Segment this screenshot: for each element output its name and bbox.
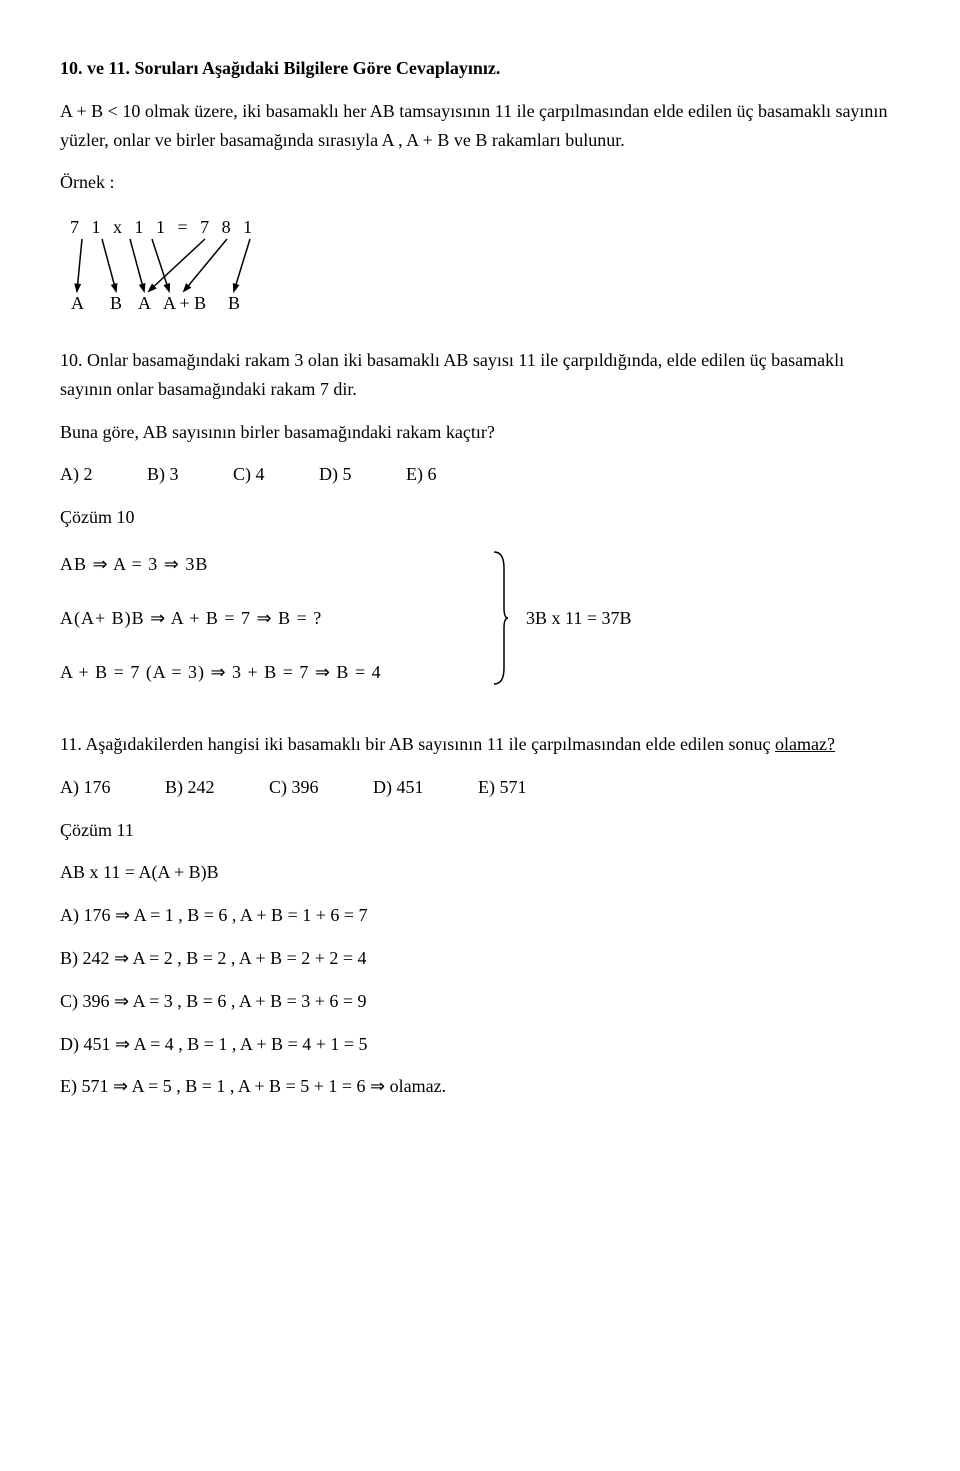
sol11-line0: AB x 11 = A(A + B)B (60, 858, 900, 887)
sol11-D: D) 451 ⇒ A = 4 , B = 1 , A + B = 4 + 1 =… (60, 1030, 900, 1059)
q11-text-underline: olamaz? (775, 734, 835, 754)
sol10-line2: A(A+ B)B ⇒ A + B = 7 ⇒ B = ? (60, 600, 480, 636)
sol10-right: 3B x 11 = 37B (520, 604, 632, 633)
sol11-E: E) 571 ⇒ A = 5 , B = 1 , A + B = 5 + 1 =… (60, 1072, 900, 1101)
sol11-B: B) 242 ⇒ A = 2 , B = 2 , A + B = 2 + 2 =… (60, 944, 900, 973)
sol10-line1: AB ⇒ A = 3 ⇒ 3B (60, 546, 480, 582)
q10-option-a: A) 2 (60, 460, 93, 489)
svg-text:7 1 x 1 1 = 7 8 1: 7 1 x 1 1 = 7 8 1 (70, 217, 256, 237)
q11-options: A) 176 B) 242 C) 396 D) 451 E) 571 (60, 773, 900, 802)
q11-option-e: E) 571 (478, 773, 527, 802)
q11-option-a: A) 176 (60, 773, 111, 802)
solution11-heading: Çözüm 11 (60, 816, 900, 845)
q10-option-c: C) 4 (233, 460, 265, 489)
example-label: Örnek : (60, 168, 900, 197)
q11-option-c: C) 396 (269, 773, 319, 802)
q11-option-d: D) 451 (373, 773, 424, 802)
sol11-A: A) 176 ⇒ A = 1 , B = 6 , A + B = 1 + 6 =… (60, 901, 900, 930)
svg-text:A + B: A + B (163, 293, 206, 313)
q11-option-b: B) 242 (165, 773, 215, 802)
intro-paragraph: A + B < 10 olmak üzere, iki basamaklı he… (60, 97, 900, 155)
example-diagram: 7 1 x 1 1 = 7 8 1 ABAA + BB (70, 217, 900, 326)
arrow-diagram-svg: 7 1 x 1 1 = 7 8 1 ABAA + BB (70, 217, 290, 317)
q11-text: 11. Aşağıdakilerden hangisi iki basamakl… (60, 730, 900, 759)
q10-option-b: B) 3 (147, 460, 179, 489)
q10-option-e: E) 6 (406, 460, 437, 489)
solution10-block: AB ⇒ A = 3 ⇒ 3B A(A+ B)B ⇒ A + B = 7 ⇒ B… (60, 546, 900, 690)
q10-text: 10. Onlar basamağındaki rakam 3 olan iki… (60, 346, 900, 404)
sol11-C: C) 396 ⇒ A = 3 , B = 6 , A + B = 3 + 6 =… (60, 987, 900, 1016)
svg-text:B: B (110, 293, 122, 313)
q10-options: A) 2 B) 3 C) 4 D) 5 E) 6 (60, 460, 900, 489)
svg-text:A: A (138, 293, 151, 313)
sol10-line3: A + B = 7 (A = 3) ⇒ 3 + B = 7 ⇒ B = 4 (60, 654, 480, 690)
solution10-heading: Çözüm 10 (60, 503, 900, 532)
svg-text:A: A (71, 293, 84, 313)
q10-option-d: D) 5 (319, 460, 352, 489)
q11-text-pre: 11. Aşağıdakilerden hangisi iki basamakl… (60, 734, 775, 754)
q10-text-2: Buna göre, AB sayısının birler basamağın… (60, 418, 900, 447)
curly-brace-icon (490, 548, 510, 688)
page-heading: 10. ve 11. Soruları Aşağıdaki Bilgilere … (60, 54, 900, 83)
svg-text:B: B (228, 293, 240, 313)
